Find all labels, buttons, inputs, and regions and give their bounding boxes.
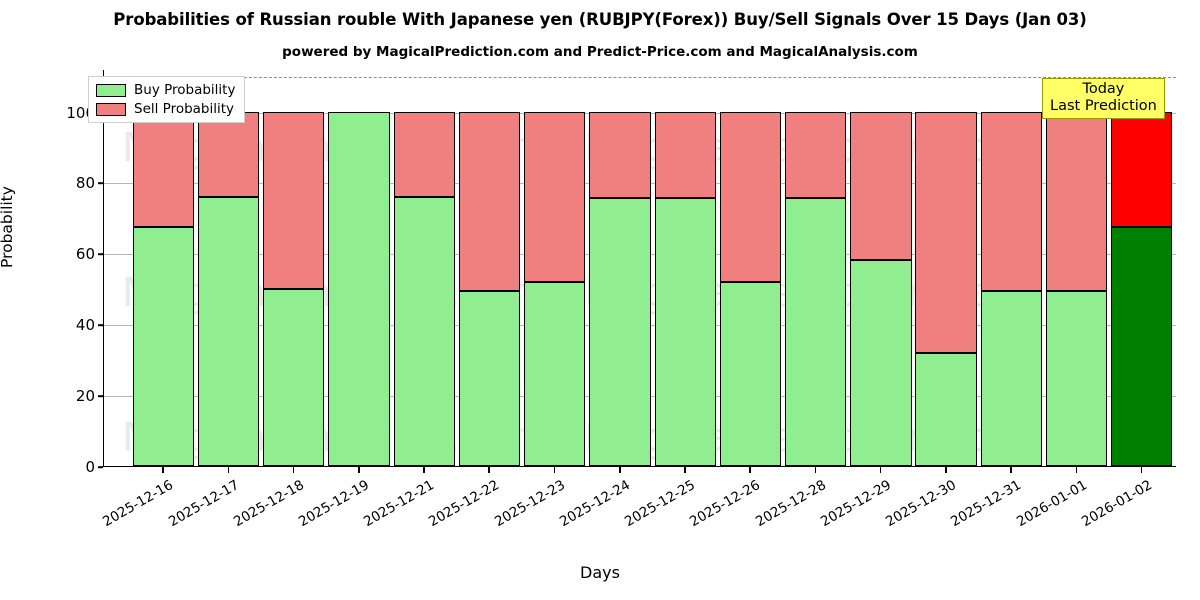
x-tick-mark [162, 467, 164, 473]
bar-segment-buy[interactable] [458, 290, 521, 466]
bar-group[interactable] [132, 70, 194, 466]
bar-group[interactable] [1111, 70, 1173, 466]
bar-group[interactable] [719, 70, 782, 466]
bar-segment-buy[interactable] [393, 196, 455, 466]
bar-segment-sell[interactable] [980, 111, 1042, 291]
bar-group[interactable] [328, 70, 390, 466]
x-tick-mark [1075, 467, 1078, 473]
today-annotation-line2: Last Prediction [1050, 98, 1157, 115]
y-tick-mark [98, 466, 103, 468]
bar-group[interactable] [263, 70, 325, 466]
bar-segment-sell[interactable] [915, 111, 977, 353]
bar-group[interactable] [524, 70, 586, 466]
y-tick-mark [98, 253, 103, 256]
bar-group[interactable] [197, 70, 260, 466]
x-tick-mark [358, 467, 360, 473]
bar-segment-sell[interactable] [850, 111, 912, 261]
y-tick-label: 40 [75, 316, 95, 335]
bar-segment-buy[interactable] [197, 196, 260, 466]
bar-segment-buy[interactable] [719, 281, 782, 466]
plot-area: MagicalAnalysis.comMagicaPrediction.comM… [103, 70, 1176, 467]
x-tick-mark [618, 467, 621, 473]
bar-segment-sell[interactable] [1111, 111, 1173, 227]
legend-item-sell: Sell Probability [96, 101, 235, 117]
y-tick-label: 0 [85, 458, 95, 476]
legend-swatch-sell [96, 102, 126, 116]
plot-inner: MagicalAnalysis.comMagicaPrediction.comM… [104, 70, 1176, 466]
x-tick-mark [488, 467, 491, 473]
bar-segment-buy[interactable] [980, 290, 1042, 466]
bar-segment-buy[interactable] [1045, 290, 1108, 466]
x-tick-mark [684, 467, 686, 473]
y-tick-mark [98, 182, 103, 185]
bar-group[interactable] [458, 70, 521, 466]
bar-segment-buy[interactable] [1111, 226, 1173, 466]
y-tick-label: 20 [75, 387, 95, 406]
bar-segment-buy[interactable] [784, 198, 847, 466]
y-tick-label: 100 [66, 103, 95, 122]
today-annotation-line1: Today [1082, 81, 1125, 97]
bar-segment-sell[interactable] [197, 111, 260, 197]
bar-group[interactable] [850, 70, 912, 466]
bar-segment-buy[interactable] [915, 352, 977, 466]
bar-segment-sell[interactable] [458, 111, 521, 291]
legend: Buy Probability Sell Probability [88, 76, 246, 123]
x-tick-mark [749, 467, 751, 473]
bar-segment-buy[interactable] [132, 226, 194, 466]
legend-label-sell: Sell Probability [134, 101, 235, 117]
chart-subtitle: powered by MagicalPrediction.com and Pre… [282, 44, 918, 60]
legend-label-buy: Buy Probability [134, 82, 236, 98]
bar-segment-sell[interactable] [1045, 111, 1108, 291]
page-title: Probabilities of Russian rouble With Jap… [113, 10, 1087, 29]
bar-group[interactable] [654, 70, 716, 466]
bar-segment-buy[interactable] [263, 288, 325, 466]
x-tick-mark [423, 467, 425, 473]
bar-segment-buy[interactable] [654, 198, 716, 466]
legend-swatch-buy [96, 83, 126, 97]
y-tick-mark [98, 395, 103, 397]
bar-segment-sell[interactable] [784, 111, 847, 199]
x-tick-mark [1010, 467, 1012, 473]
today-annotation: Today Last Prediction [1042, 78, 1165, 120]
bar-group[interactable] [784, 70, 847, 466]
x-tick-mark [945, 467, 947, 473]
x-tick-mark [227, 467, 230, 473]
y-tick-label: 80 [75, 174, 95, 193]
bar-segment-sell[interactable] [524, 111, 586, 282]
bar-segment-sell[interactable] [654, 111, 716, 199]
x-tick-mark [814, 467, 817, 473]
bar-segment-buy[interactable] [589, 198, 651, 466]
y-axis-label: Probability [0, 186, 16, 268]
x-tick-mark [1140, 467, 1143, 473]
bar-segment-sell[interactable] [263, 111, 325, 289]
bar-group[interactable] [393, 70, 455, 466]
bar-segment-buy[interactable] [850, 260, 912, 466]
y-tick-label: 60 [75, 245, 95, 264]
x-tick-mark [292, 467, 295, 473]
bar-segment-sell[interactable] [393, 111, 455, 197]
y-tick-mark [98, 324, 103, 326]
x-axis-label: Days [580, 563, 620, 582]
x-tick-mark [553, 467, 556, 473]
bar-segment-sell[interactable] [589, 111, 651, 199]
reference-line [104, 77, 1176, 79]
x-tick-mark [879, 467, 882, 473]
legend-item-buy: Buy Probability [96, 82, 235, 98]
bar-group[interactable] [1045, 70, 1108, 466]
bar-group[interactable] [589, 70, 651, 466]
bar-segment-buy[interactable] [524, 281, 586, 466]
bar-segment-sell[interactable] [719, 111, 782, 282]
bar-group[interactable] [915, 70, 977, 466]
bar-segment-sell[interactable] [132, 111, 194, 227]
bar-group[interactable] [980, 70, 1042, 466]
bar-segment-buy[interactable] [328, 111, 390, 466]
